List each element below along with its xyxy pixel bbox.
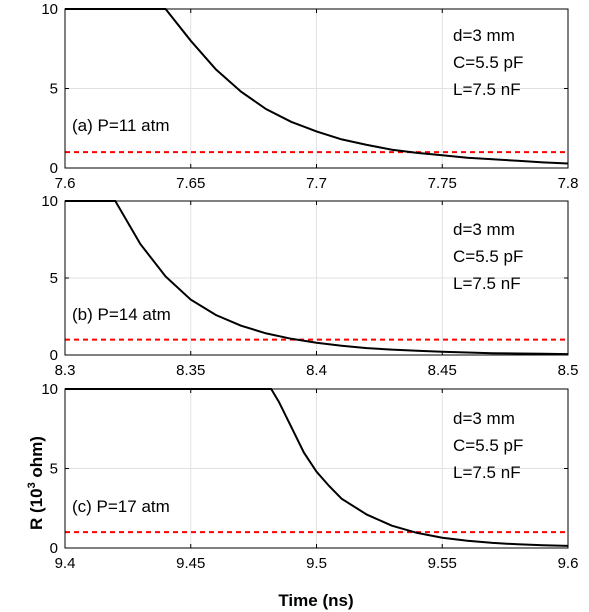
x-tick-label: 8.5: [558, 362, 579, 379]
x-tick-label: 9.6: [558, 555, 579, 572]
panel-0: 7.6 7.65 7.7 7.75 7.8 0 5 10 d=3 mm C=5.5 pF L=7.5…: [41, 1, 578, 192]
parameter-annotation: d=3 mm: [453, 220, 515, 239]
panel-2: 9.4 9.45 9.5 9.55 9.6 0 5 10 d=3 mm C=5.5 pF L=7.5…: [41, 381, 578, 572]
x-tick-label: 8.35: [176, 362, 205, 379]
x-tick-label: 9.4: [55, 555, 76, 572]
x-tick-label: 9.5: [306, 555, 327, 572]
panel-label: (c) P=17 atm: [72, 497, 170, 516]
y-tick-label: 5: [50, 461, 58, 478]
panel-label: (a) P=11 atm: [72, 116, 169, 135]
series-line-0: [65, 200, 569, 356]
x-tick-label: 8.45: [428, 362, 457, 379]
y-tick-label: 10: [41, 1, 58, 18]
y-tick-label: 5: [50, 270, 58, 287]
panel-label: (b) P=14 atm: [72, 305, 171, 324]
parameter-annotation: L=7.5 nF: [453, 274, 521, 293]
x-tick-label: 8.3: [55, 362, 76, 379]
y-tick-label: 5: [50, 81, 58, 98]
x-tick-label: 8.4: [306, 362, 327, 379]
series-line-0: [65, 8, 569, 165]
y-tick-label: 10: [41, 381, 58, 398]
x-tick-label: 7.8: [558, 175, 579, 192]
parameter-annotation: C=5.5 pF: [453, 436, 523, 455]
y-axis-label: R (103 ohm): [26, 436, 46, 530]
y-axis-label-unit: ohm): [27, 436, 46, 482]
x-axis-label: Time (ns): [278, 591, 353, 610]
y-tick-label: 0: [50, 160, 58, 177]
x-tick-label: 9.55: [428, 555, 457, 572]
y-tick-label: 0: [50, 347, 58, 364]
parameter-annotation: C=5.5 pF: [453, 53, 523, 72]
x-tick-label: 7.6: [55, 175, 76, 192]
parameter-annotation: d=3 mm: [453, 409, 515, 428]
x-tick-label: 7.7: [306, 175, 327, 192]
parameter-annotation: C=5.5 pF: [453, 247, 523, 266]
y-tick-label: 0: [50, 540, 58, 557]
parameter-annotation: L=7.5 nF: [453, 80, 521, 99]
x-tick-label: 7.65: [176, 175, 205, 192]
panels: 7.6 7.65 7.7 7.75 7.8 0 5 10 d=3 mm C=5.5 pF L=7.5…: [41, 1, 578, 572]
x-tick-label: 9.45: [176, 555, 205, 572]
y-tick-label: 10: [41, 193, 58, 210]
panel-1: 8.3 8.35 8.4 8.45 8.5 0 5 10 d=3 mm C=5.5 pF L=7.5…: [41, 193, 578, 379]
series-line-0: [65, 388, 569, 547]
y-axis-label-superscript: 3: [26, 482, 38, 488]
parameter-annotation: L=7.5 nF: [453, 463, 521, 482]
parameter-annotation: d=3 mm: [453, 26, 515, 45]
x-tick-label: 7.75: [428, 175, 457, 192]
